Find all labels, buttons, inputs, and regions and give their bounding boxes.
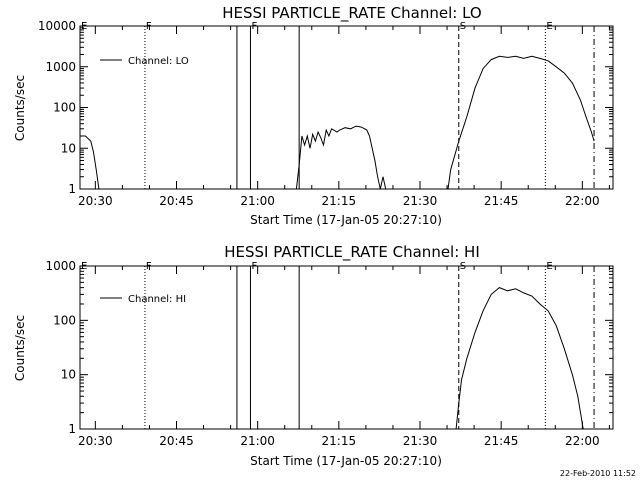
- x-tick-label: 21:30: [403, 434, 438, 448]
- x-axis-ticks-hi: 20:30 20:45 21:00 21:15 21:30 21:45 22:00: [78, 266, 610, 448]
- marker-label: F: [146, 21, 152, 32]
- panel-lo: HESSI PARTICLE_RATE Channel: LO EFFSE 11…: [13, 4, 614, 227]
- x-tick-label: 21:00: [240, 434, 275, 448]
- y-tick-label: 10: [61, 141, 76, 155]
- y-axis-label-lo: Counts/sec: [13, 75, 27, 141]
- x-tick-label: 20:45: [159, 194, 194, 208]
- x-tick-label: 20:30: [78, 194, 113, 208]
- legend-label-hi: Channel: HI: [128, 294, 186, 305]
- legend-lo: Channel: LO: [100, 56, 189, 67]
- x-tick-label: 21:30: [403, 194, 438, 208]
- y-axis-ticks-hi: 1 10 100 1000: [45, 259, 613, 436]
- marker-label: E: [546, 261, 552, 272]
- y-tick-label: 1000: [45, 259, 76, 273]
- y-axis-ticks-lo: 1 10 100 1000 10000: [38, 19, 613, 196]
- legend-hi: Channel: HI: [100, 294, 186, 305]
- y-tick-label: 100: [53, 101, 76, 115]
- marker-label: F: [146, 261, 152, 272]
- x-axis-label-lo: Start Time (17-Jan-05 20:27:10): [250, 213, 442, 227]
- legend-label-lo: Channel: LO: [128, 56, 189, 67]
- y-tick-label: 100: [53, 313, 76, 327]
- y-tick-label: 1000: [45, 60, 76, 74]
- y-axis-label-hi: Counts/sec: [13, 315, 27, 381]
- y-tick-label: 1: [68, 182, 76, 196]
- y-tick-label: 1: [68, 422, 76, 436]
- series-line: [455, 287, 584, 430]
- x-tick-label: 21:15: [322, 194, 357, 208]
- x-axis-ticks-lo: 20:30 20:45 21:00 21:15 21:30 21:45 22:00: [78, 26, 610, 208]
- marker-label: F: [251, 261, 257, 272]
- x-tick-label: 21:45: [484, 434, 519, 448]
- x-tick-label: 22:00: [565, 434, 600, 448]
- marker-label: F: [251, 21, 257, 32]
- marker-lines-lo: EFFSE: [79, 21, 595, 189]
- x-tick-label: 20:45: [159, 434, 194, 448]
- series-line: [80, 135, 100, 190]
- chart-title-hi: HESSI PARTICLE_RATE Channel: HI: [224, 243, 480, 262]
- x-tick-label: 21:15: [322, 434, 357, 448]
- plot-frame-lo: [79, 25, 614, 190]
- series-line: [295, 125, 387, 190]
- x-tick-label: 21:00: [240, 194, 275, 208]
- series-lines-hi: [455, 287, 584, 430]
- y-tick-label: 10: [61, 368, 76, 382]
- x-tick-label: 22:00: [565, 194, 600, 208]
- marker-lines-hi: EFFSE: [79, 261, 595, 429]
- marker-label: S: [460, 261, 466, 272]
- panel-hi: HESSI PARTICLE_RATE Channel: HI EFFSE 11…: [13, 243, 614, 468]
- footer-timestamp: 22-Feb-2010 11:52: [560, 469, 636, 478]
- plot-frame-hi: [79, 265, 614, 430]
- chart-title-lo: HESSI PARTICLE_RATE Channel: LO: [222, 4, 481, 23]
- marker-label: E: [546, 21, 552, 32]
- x-tick-label: 20:30: [78, 434, 113, 448]
- series-lines-lo: [80, 55, 595, 190]
- x-axis-label-hi: Start Time (17-Jan-05 20:27:10): [250, 454, 442, 468]
- x-tick-label: 21:45: [484, 194, 519, 208]
- y-tick-label: 10000: [38, 19, 76, 33]
- series-line: [447, 55, 595, 190]
- marker-label: S: [460, 21, 466, 32]
